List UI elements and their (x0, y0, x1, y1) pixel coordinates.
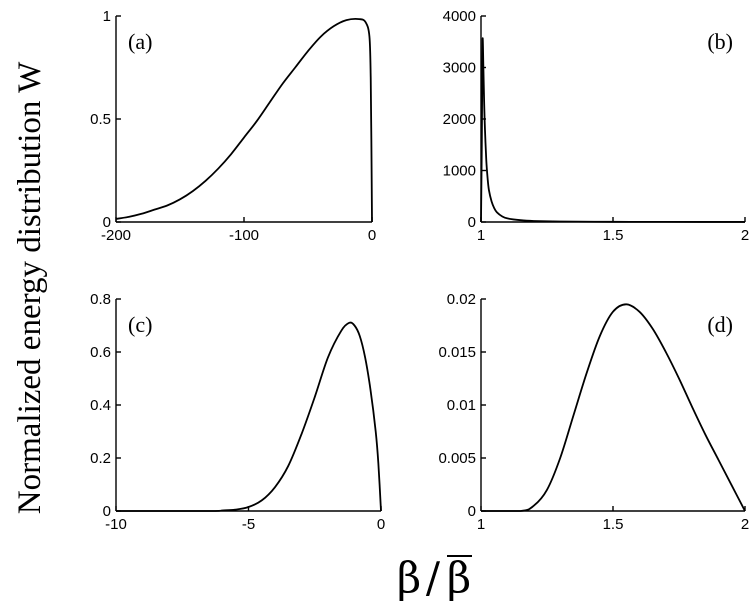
panel-b-y-tick-label: 1000 (443, 163, 476, 180)
panel-c-y-tick-label: 0.8 (90, 291, 111, 308)
panel-b-x-tick-label: 2 (741, 227, 749, 244)
panel-b-curve (480, 37, 746, 223)
panel-c: -10 -5 0 0 0.2 0.4 0.6 0.8 (c) (90, 291, 385, 533)
panel-c-x-tick-label: -10 (105, 516, 127, 533)
panel-a-y-tick-label: 0 (103, 214, 111, 231)
x-axis-label-beta-bar: β (447, 553, 471, 601)
x-axis-label-slash: / (426, 553, 441, 601)
panel-d-label: (d) (707, 312, 733, 337)
panel-c-x-tick-label: -5 (242, 516, 255, 533)
panel-d-y-tick-label: 0.015 (438, 344, 476, 361)
panel-a-x-tick-label: 0 (368, 227, 376, 244)
panel-b-x-tick-label: 1.5 (603, 227, 624, 244)
panel-b-x-tick-label: 1 (477, 227, 485, 244)
x-axis-label: β / β (397, 553, 472, 601)
panel-b-y-tick-label: 2000 (443, 111, 476, 128)
panel-a-x-tick-label: -200 (101, 227, 131, 244)
panel-c-label: (c) (128, 312, 152, 337)
x-axis-label-beta: β (397, 553, 421, 601)
panel-d-x-tick-label: 1.5 (603, 516, 624, 533)
panel-d-y-tick-label: 0.02 (447, 291, 476, 308)
panel-d-y-tick-label: 0.01 (447, 397, 476, 414)
panel-b: 1 1.5 2 0 1000 2000 3000 4000 (b) (443, 8, 750, 244)
panel-c-y-tick-label: 0.4 (90, 397, 111, 414)
panel-b-y-tick-label: 3000 (443, 60, 476, 77)
panel-c-y-tick-label: 0.2 (90, 450, 111, 467)
panel-a-label: (a) (128, 29, 152, 54)
panel-c-x-tick-label: 0 (377, 516, 385, 533)
panel-b-y-tick-label: 4000 (443, 8, 476, 25)
panel-c-y-tick-label: 0.6 (90, 344, 111, 361)
panel-d-x-tick-label: 2 (741, 516, 749, 533)
panel-b-y-tick-label: 0 (468, 214, 476, 231)
panel-d-x-tick-label: 1 (477, 516, 485, 533)
panel-a-x-tick-label: -100 (229, 227, 259, 244)
panel-b-label: (b) (707, 29, 733, 54)
panel-c-curve (116, 321, 382, 512)
panel-d: 1 1.5 2 0 0.005 0.01 0.015 0.02 (d) (438, 291, 749, 533)
panel-d-curve (481, 303, 746, 512)
panel-a-y-tick-label: 1 (103, 8, 111, 25)
panel-d-y-tick-label: 0.005 (438, 450, 476, 467)
y-axis-label: Normalized energy distribution W (12, 61, 48, 514)
panel-a-curve (115, 18, 373, 223)
panel-a-y-tick-label: 0.5 (90, 111, 111, 128)
panel-c-y-tick-label: 0 (103, 503, 111, 520)
panel-d-y-tick-label: 0 (468, 503, 476, 520)
panel-a: -200 -100 0 0 0.5 1 (a) (90, 8, 376, 244)
